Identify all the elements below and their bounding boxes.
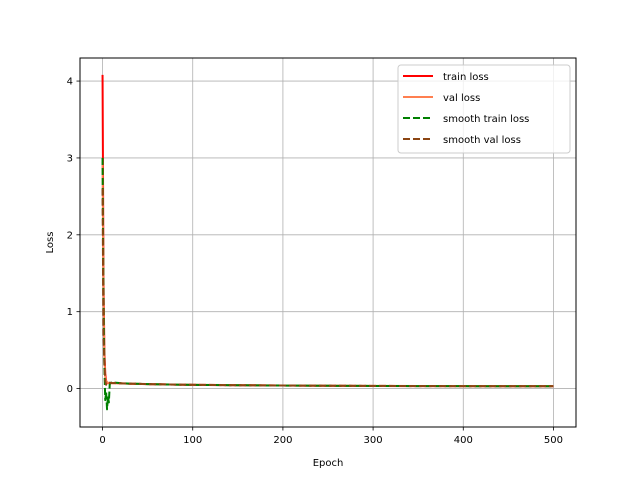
x-tick-label: 100	[183, 435, 202, 446]
legend-label: smooth val loss	[443, 135, 521, 146]
legend: train loss val loss smooth train loss smoot…	[397, 64, 571, 154]
axis-ticks: 0 100 200 300 400 500 0 1 2 3 4	[67, 77, 563, 446]
x-tick-label: 300	[364, 435, 383, 446]
legend-label: smooth train loss	[443, 114, 529, 125]
y-tick-label: 1	[67, 307, 73, 318]
y-tick-label: 4	[67, 77, 73, 88]
x-tick-label: 0	[99, 435, 105, 446]
y-tick-label: 2	[67, 230, 73, 241]
y-axis-label: Loss	[45, 232, 56, 254]
x-tick-label: 500	[544, 435, 563, 446]
legend-box	[397, 64, 571, 154]
series-lines	[101, 74, 554, 411]
axes-frame	[79, 57, 577, 428]
legend-label: val loss	[443, 93, 480, 104]
x-tick-label: 400	[454, 435, 473, 446]
series-line-3	[101, 188, 554, 388]
legend-label: train loss	[443, 72, 489, 83]
y-tick-label: 3	[67, 153, 73, 164]
x-tick-label: 200	[273, 435, 292, 446]
x-axis-label: Epoch	[313, 458, 344, 469]
y-tick-label: 0	[67, 384, 73, 395]
